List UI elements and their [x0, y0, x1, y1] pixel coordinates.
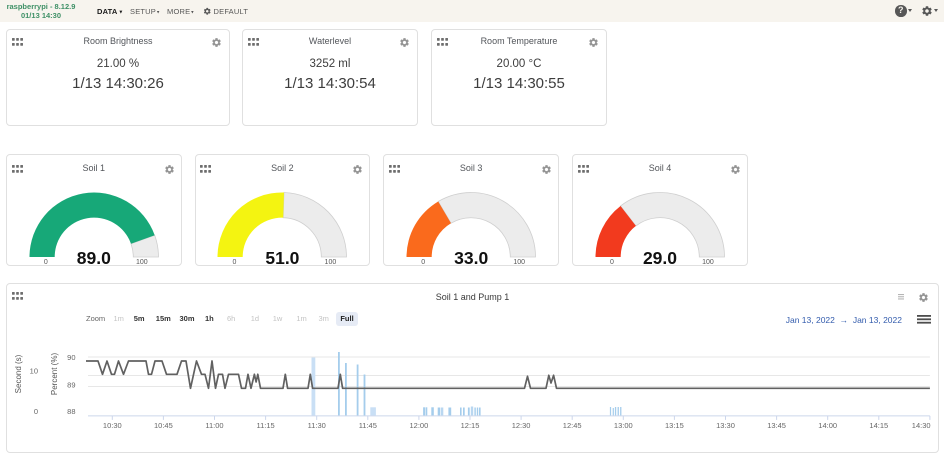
svg-text:14:30: 14:30 [912, 421, 931, 430]
svg-text:12:45: 12:45 [563, 421, 582, 430]
svg-text:11:30: 11:30 [308, 421, 326, 430]
svg-text:10:45: 10:45 [154, 421, 173, 430]
svg-text:10: 10 [30, 367, 38, 376]
svg-text:11:00: 11:00 [205, 421, 223, 430]
svg-text:14:15: 14:15 [869, 421, 888, 430]
svg-text:0: 0 [34, 407, 38, 416]
svg-text:13:00: 13:00 [614, 421, 633, 430]
svg-text:10:30: 10:30 [103, 421, 122, 430]
svg-text:89: 89 [67, 381, 75, 390]
svg-text:11:15: 11:15 [256, 421, 274, 430]
svg-text:14:00: 14:00 [818, 421, 837, 430]
svg-text:11:45: 11:45 [359, 421, 377, 430]
svg-text:13:30: 13:30 [716, 421, 735, 430]
svg-text:13:15: 13:15 [665, 421, 684, 430]
svg-text:12:30: 12:30 [512, 421, 531, 430]
svg-text:12:00: 12:00 [410, 421, 429, 430]
svg-text:90: 90 [67, 353, 75, 362]
svg-text:13:45: 13:45 [767, 421, 786, 430]
svg-text:Percent (%): Percent (%) [50, 353, 59, 396]
svg-text:88: 88 [67, 407, 75, 416]
svg-text:Second (s): Second (s) [14, 354, 23, 393]
svg-text:12:15: 12:15 [461, 421, 480, 430]
